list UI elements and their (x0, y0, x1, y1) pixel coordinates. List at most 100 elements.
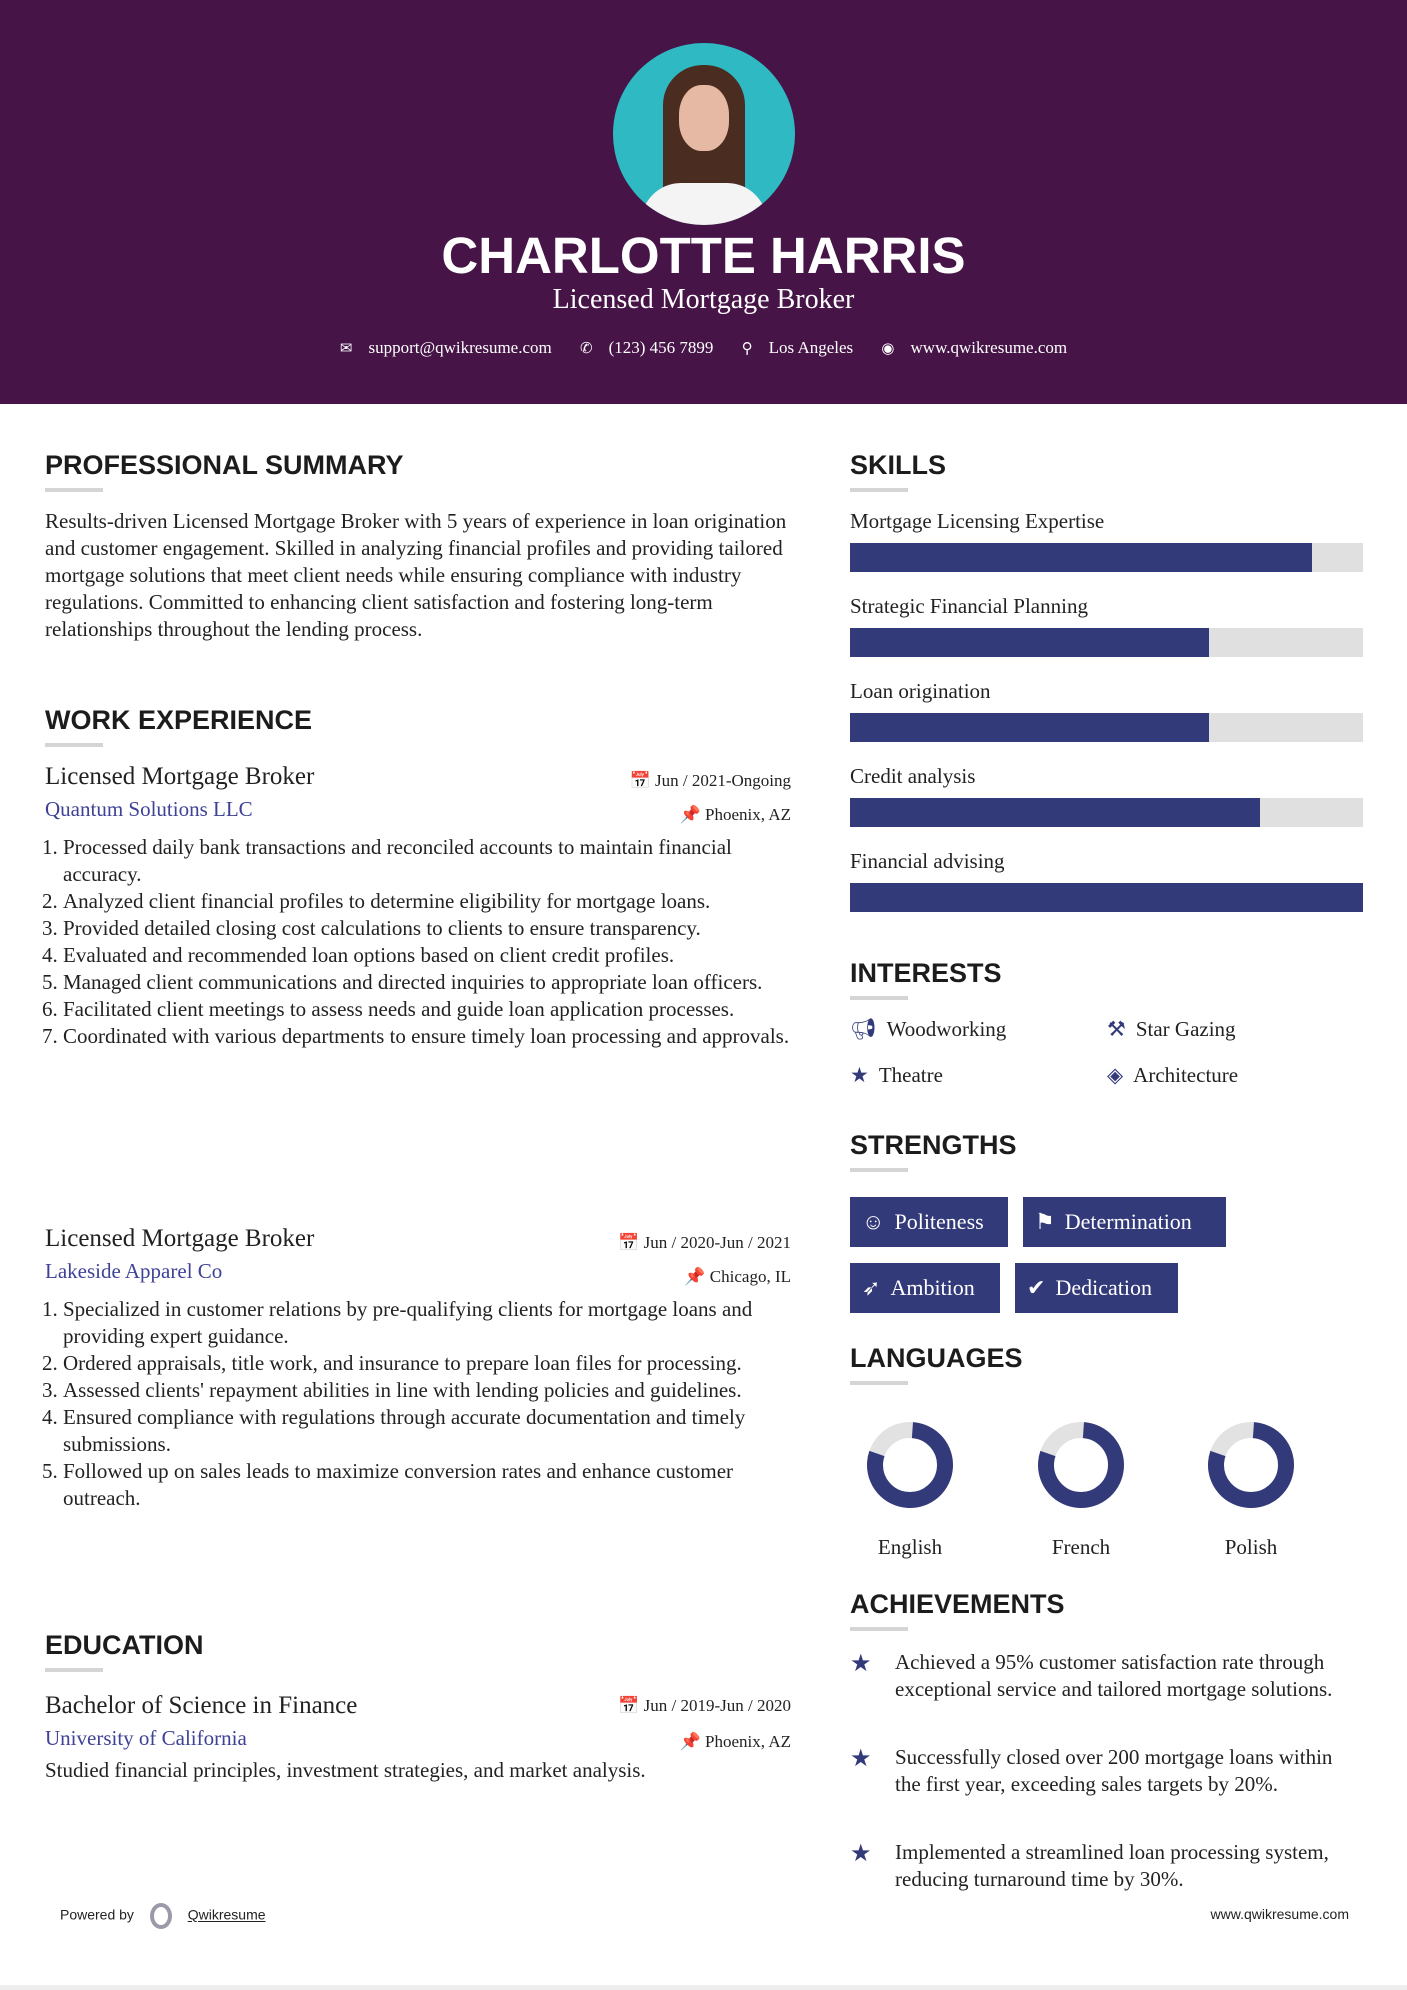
rocket-icon: ➶ (862, 1275, 881, 1300)
heading-underline (45, 1668, 103, 1672)
skill-bar-fill (850, 628, 1210, 657)
job-bullets: Processed daily bank transactions and re… (45, 834, 791, 1050)
summary-section: PROFESSIONAL SUMMARY Results-driven Lice… (45, 450, 795, 643)
donut-fill (1208, 1422, 1294, 1508)
skill-item: Loan origination (850, 678, 1363, 763)
list-item: Specialized in customer relations by pre… (63, 1296, 791, 1350)
name: CHARLOTTE HARRIS (441, 227, 966, 284)
interest-item: ⚒ Star Gazing (1107, 1017, 1236, 1041)
website[interactable]: www.qwikresume.com (910, 338, 1068, 357)
languages-section: LANGUAGES English French Polish (850, 1343, 1363, 1563)
job-dates: 📅 Jun / 2021-Ongoing (629, 771, 791, 790)
pin-icon: 📌 (684, 1267, 710, 1286)
language-item: French (1011, 1415, 1151, 1560)
globe-icon: ◉ (881, 341, 895, 357)
degree: Bachelor of Science in Finance (45, 1692, 358, 1719)
list-item: Analyzed client financial profiles to de… (63, 888, 791, 915)
flag-icon: ⚑ (1035, 1209, 1055, 1234)
bullhorn-icon: 📢︎ (850, 1017, 877, 1041)
edu-description: Studied financial principles, investment… (45, 1758, 646, 1782)
calendar-icon: 📅 (629, 771, 655, 790)
skill-bar (850, 713, 1363, 742)
heading-underline (850, 1381, 908, 1385)
job-location: 📌 Chicago, IL (684, 1267, 791, 1286)
list-item: Processed daily bank transactions and re… (63, 834, 791, 888)
job-location: 📌 Phoenix, AZ (679, 805, 791, 824)
heading-underline (850, 488, 908, 492)
section-heading: SKILLS (850, 450, 947, 480)
heading-underline (45, 743, 103, 747)
heading-underline (850, 1627, 908, 1631)
gavel-icon: ⚒ (1107, 1017, 1126, 1041)
skill-item: Strategic Financial Planning (850, 593, 1363, 678)
skill-bar-fill (850, 543, 1312, 572)
section-heading: ACHIEVEMENTS (850, 1589, 1065, 1619)
strengths-section: STRENGTHS ☺ Politeness ⚑ Determination ➶ Am… (850, 1130, 1363, 1320)
achievement-item: ★ Achieved a 95% customer satisfaction ra… (850, 1650, 1333, 1701)
smile-icon: ☺ (862, 1209, 885, 1234)
language-donut (1038, 1422, 1124, 1508)
job-dates: 📅 Jun / 2020-Jun / 2021 (618, 1233, 791, 1252)
interest-item: ★ Theatre (850, 1063, 943, 1087)
experience-section: WORK EXPERIENCE (45, 705, 795, 747)
skills-section: SKILLS Mortgage Licensing Expertise Strat… (850, 450, 1363, 933)
section-heading: EDUCATION (45, 1630, 204, 1660)
job-title: Licensed Mortgage Broker (552, 284, 855, 315)
skill-bar-fill (850, 883, 1363, 912)
powered-by: Powered by Qwikresume (60, 1903, 266, 1929)
calendar-icon: 📅 (618, 1233, 644, 1252)
skill-name: Strategic Financial Planning (850, 594, 1088, 618)
list-item: Provided detailed closing cost calculati… (63, 915, 791, 942)
skill-item: Credit analysis (850, 763, 1363, 848)
page-divider (0, 1985, 1407, 1990)
ticket-icon: ◈ (1107, 1063, 1124, 1087)
skill-name: Credit analysis (850, 764, 976, 788)
skill-name: Loan origination (850, 679, 991, 703)
language-donut (1208, 1422, 1294, 1508)
header: CHARLOTTE HARRIS Licensed Mortgage Broke… (0, 0, 1407, 404)
language-donut (867, 1422, 953, 1508)
achievements-section: ACHIEVEMENTS ★ Achieved a 95% customer sa… (850, 1589, 1363, 1891)
job-entry: Licensed Mortgage Broker 📅 Jun / 2020-Ju… (45, 1225, 791, 1512)
phone-icon: ✆ (579, 341, 593, 357)
strength-chip: ➶ Ambition (850, 1263, 1000, 1313)
list-item: Ordered appraisals, title work, and insu… (63, 1350, 791, 1377)
check-circle-icon: ✔ (1027, 1275, 1046, 1300)
star-badge-icon: ★ (850, 1651, 872, 1677)
education-section: EDUCATION Bachelor of Science in Finance… (45, 1630, 791, 1784)
job-entry: Licensed Mortgage Broker 📅 Jun / 2021-On… (45, 763, 791, 1050)
interests-section: INTERESTS 📢︎ Woodworking ⚒ Star Gazing ★ Th… (850, 958, 1363, 1088)
star-icon: ★ (850, 1063, 869, 1087)
pin-icon: 📌 (679, 1732, 706, 1751)
interest-item: 📢︎ Woodworking (850, 1017, 1007, 1041)
star-badge-icon: ★ (850, 1746, 872, 1772)
heading-underline (850, 1168, 908, 1172)
list-item: Ensured compliance with regulations thro… (63, 1404, 791, 1458)
list-item: Followed up on sales leads to maximize c… (63, 1458, 791, 1512)
strength-chip: ✔ Dedication (1015, 1263, 1178, 1313)
qwikresume-logo-icon (149, 1903, 172, 1929)
job-title: Licensed Mortgage Broker (45, 1225, 315, 1252)
section-heading: PROFESSIONAL SUMMARY (45, 450, 404, 480)
edu-dates: 📅 Jun / 2019-Jun / 2020 (618, 1696, 791, 1715)
company: Quantum Solutions LLC (45, 797, 253, 821)
email[interactable]: support@qwikresume.com (368, 338, 552, 357)
language-name: English (877, 1535, 943, 1559)
language-name: Polish (1224, 1535, 1278, 1559)
calendar-icon: 📅 (618, 1696, 644, 1715)
footer-url[interactable]: www.qwikresume.com (1210, 1906, 1349, 1922)
list-item: Facilitated client meetings to assess ne… (63, 996, 791, 1023)
school: University of California (45, 1726, 247, 1750)
job-title: Licensed Mortgage Broker (45, 763, 315, 790)
brand-link[interactable]: Qwikresume (187, 1906, 266, 1923)
list-item: Assessed clients' repayment abilities in… (63, 1377, 791, 1404)
section-heading: STRENGTHS (850, 1130, 1017, 1160)
section-heading: LANGUAGES (850, 1343, 1023, 1373)
company: Lakeside Apparel Co (45, 1259, 223, 1283)
list-item: Evaluated and recommended loan options b… (63, 942, 791, 969)
achievement-item: ★ Successfully closed over 200 mortgage l… (850, 1745, 1333, 1796)
donut-fill (1038, 1422, 1124, 1508)
skill-name: Mortgage Licensing Expertise (850, 509, 1105, 533)
pin-icon: 📌 (679, 805, 706, 824)
heading-underline (45, 488, 103, 492)
